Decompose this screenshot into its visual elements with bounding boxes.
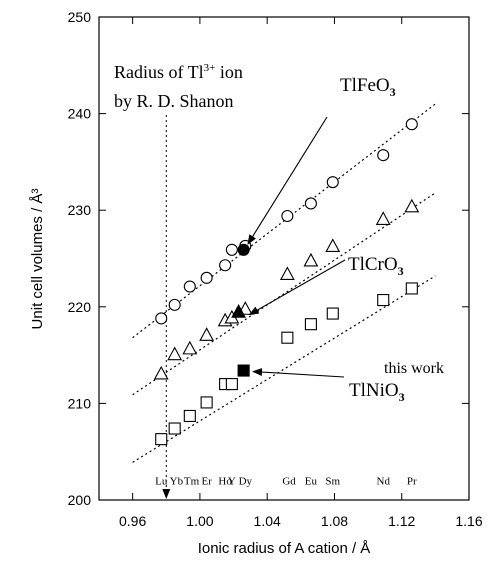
y-axis-title: Unit cell volumes / Å³ [29, 189, 46, 330]
data-point-tlcro3 [167, 346, 183, 361]
data-point-tlfeo3 [326, 176, 339, 189]
y-tick-label: 200 [68, 492, 92, 508]
element-label: Yb [170, 476, 184, 488]
element-label: Gd [282, 476, 296, 488]
data-markers [153, 118, 420, 446]
data-point-tlnio3 [377, 293, 390, 307]
label-tlcro3-subscript: 3 [398, 264, 404, 278]
data-point-tlfeo3 [304, 197, 317, 210]
data-point-tlcro3 [199, 327, 215, 341]
element-label: Sm [325, 476, 340, 488]
annotation-arrow [252, 368, 345, 378]
label-tlfeo3-subscript: 3 [390, 85, 396, 99]
data-point-tlnio3 [281, 331, 294, 344]
element-label: Y [228, 476, 236, 488]
element-label: Lu [155, 476, 168, 488]
x-axis-title: Ionic radius of A cation / Å [198, 540, 371, 557]
data-point-tlcro3 [303, 252, 319, 267]
reference-label-superscript: 3+ [204, 62, 216, 74]
element-label: Ho [218, 476, 232, 488]
element-label: Pr [407, 476, 417, 488]
element-label: Dy [239, 476, 253, 488]
data-point-tlfeo3 [225, 243, 238, 256]
reference-label-main: Radius of Tl [114, 62, 204, 82]
plot-frame [98, 16, 470, 501]
trend-line-tlcro3 [132, 192, 436, 396]
data-point-tlfeo3 [281, 209, 294, 223]
label-tlcro3-main: TlCrO [348, 254, 398, 275]
y-tick-label: 240 [68, 106, 92, 122]
label-tlnio3-main: TlNiO [349, 380, 399, 401]
annotation-arrow [247, 116, 328, 245]
filled-data-point-tlnio3 [237, 364, 250, 377]
filled-data-point-tlfeo3 [237, 243, 250, 256]
x-tick-label: 1.08 [321, 513, 348, 529]
annotation-arrows [247, 116, 346, 378]
y-axis-ticks: 200 210 220 230 240 250 [68, 9, 469, 508]
data-point-tlfeo3 [377, 149, 390, 162]
label-tlcro3: TlCrO3 [348, 254, 404, 278]
element-labels: Lu Yb Tm Er HoY Dy Gd Eu Sm Nd Pr [155, 476, 417, 488]
data-point-tlcro3 [404, 198, 420, 213]
element-label: Tm [184, 476, 200, 488]
data-point-tlfeo3 [155, 312, 168, 325]
data-point-tlfeo3 [200, 271, 213, 284]
label-tlfeo3: TlFeO3 [340, 75, 396, 99]
element-label: Nd [377, 476, 391, 488]
data-point-tlcro3 [182, 340, 198, 355]
element-label: Eu [305, 476, 318, 488]
data-point-tlfeo3 [168, 298, 181, 311]
label-tlnio3: TlNiO3 [349, 380, 405, 404]
x-tick-label: 0.96 [119, 513, 146, 529]
x-axis-ticks: 0.96 1.00 1.04 1.08 1.12 1.16 [119, 17, 483, 529]
x-tick-label: 1.04 [254, 513, 281, 529]
data-point-tlnio3 [155, 433, 168, 446]
data-point-tlcro3 [279, 266, 295, 281]
x-tick-label: 1.00 [186, 513, 213, 529]
data-point-tlnio3 [168, 422, 181, 435]
data-point-tlfeo3 [183, 280, 196, 293]
trend-line-tlnio3 [132, 275, 436, 463]
x-tick-label: 1.16 [455, 513, 482, 529]
label-tlnio3-subscript: 3 [399, 390, 405, 404]
y-tick-label: 250 [68, 9, 92, 25]
trend-lines [132, 103, 436, 463]
element-label: Er [201, 476, 212, 488]
data-point-tlnio3 [326, 307, 339, 320]
data-point-tlfeo3 [405, 118, 418, 131]
reference-label-after: ion [215, 62, 243, 82]
label-this-work: this work [384, 360, 444, 377]
reference-label-line2: by R. D. Shanon [114, 91, 234, 111]
data-point-tlnio3 [225, 378, 238, 391]
reference-label-line1: Radius of Tl3+ ion [114, 62, 243, 82]
data-point-tlnio3 [405, 282, 418, 295]
y-tick-label: 210 [68, 395, 92, 411]
data-point-tlcro3 [375, 211, 391, 225]
annotation-arrow [248, 259, 346, 316]
data-point-tlnio3 [200, 396, 213, 409]
label-tlfeo3-main: TlFeO [340, 75, 390, 96]
data-point-tlfeo3 [219, 259, 232, 272]
data-point-tlcro3 [325, 238, 341, 253]
filled-data-point-tlcro3 [231, 304, 247, 318]
y-tick-label: 220 [68, 299, 92, 315]
data-point-tlnio3 [304, 318, 317, 331]
y-tick-label: 230 [68, 202, 92, 218]
x-tick-label: 1.12 [388, 513, 415, 529]
data-point-tlnio3 [183, 409, 196, 423]
data-point-tlcro3 [153, 365, 169, 380]
